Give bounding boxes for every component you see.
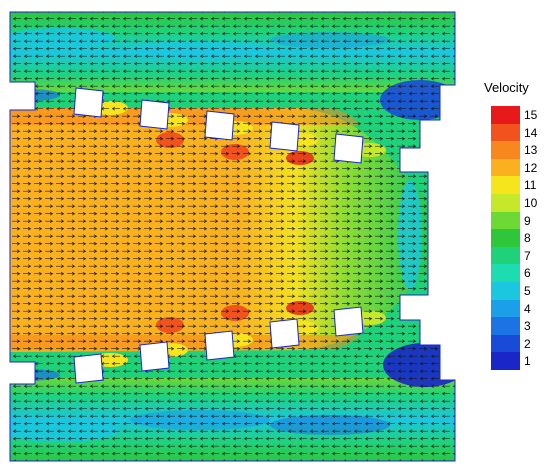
- legend-swatch: [491, 141, 520, 160]
- legend-swatch: [491, 211, 520, 230]
- legend-swatch: [491, 176, 520, 195]
- legend-entry-1: 1: [484, 352, 550, 371]
- legend-label: 8: [524, 231, 531, 246]
- velocity-contour-plot: [9, 11, 456, 462]
- legend-entry-9: 9: [484, 211, 550, 230]
- legend-swatch: [491, 246, 520, 265]
- legend-swatch: [491, 106, 520, 125]
- legend-entry-11: 11: [484, 176, 550, 195]
- legend-entry-14: 14: [484, 123, 550, 142]
- vanes-top: [73, 87, 364, 164]
- legend-swatch: [491, 194, 520, 213]
- legend-label: 2: [524, 336, 531, 351]
- legend-entry-7: 7: [484, 246, 550, 265]
- legend-entry-12: 12: [484, 158, 550, 177]
- legend-label: 1: [524, 354, 531, 369]
- vanes-bottom: [73, 306, 364, 384]
- legend-entry-5: 5: [484, 282, 550, 301]
- legend-label: 4: [524, 301, 531, 316]
- legend-label: 7: [524, 248, 531, 263]
- legend-label: 6: [524, 266, 531, 281]
- legend-label: 5: [524, 284, 531, 298]
- legend-label: 15: [524, 108, 538, 122]
- legend-label: 3: [524, 319, 531, 334]
- legend-swatch: [491, 317, 520, 336]
- legend-label: 10: [524, 196, 538, 210]
- legend-swatch: [491, 282, 520, 301]
- legend-entry-2: 2: [484, 334, 550, 353]
- legend-label: 9: [524, 213, 531, 228]
- legend-label: 13: [524, 143, 538, 158]
- legend-swatch: [491, 158, 520, 177]
- legend-swatch: [491, 123, 520, 142]
- legend-entry-13: 13: [484, 141, 550, 160]
- legend-label: 12: [524, 160, 538, 175]
- legend-label: 14: [524, 125, 538, 140]
- legend-entry-15: 15: [484, 106, 550, 125]
- legend-label: 11: [524, 178, 537, 193]
- legend-entry-8: 8: [484, 229, 550, 248]
- legend-title: Velocity: [484, 80, 529, 95]
- legend-entry-10: 10: [484, 194, 550, 213]
- legend-swatch: [491, 264, 520, 283]
- legend-swatch: [491, 334, 520, 353]
- legend-swatch: [491, 299, 520, 318]
- legend-entry-4: 4: [484, 299, 550, 318]
- legend-entry-3: 3: [484, 317, 550, 336]
- legend-swatch: [491, 229, 520, 248]
- legend-swatch: [491, 352, 520, 371]
- legend-entry-6: 6: [484, 264, 550, 283]
